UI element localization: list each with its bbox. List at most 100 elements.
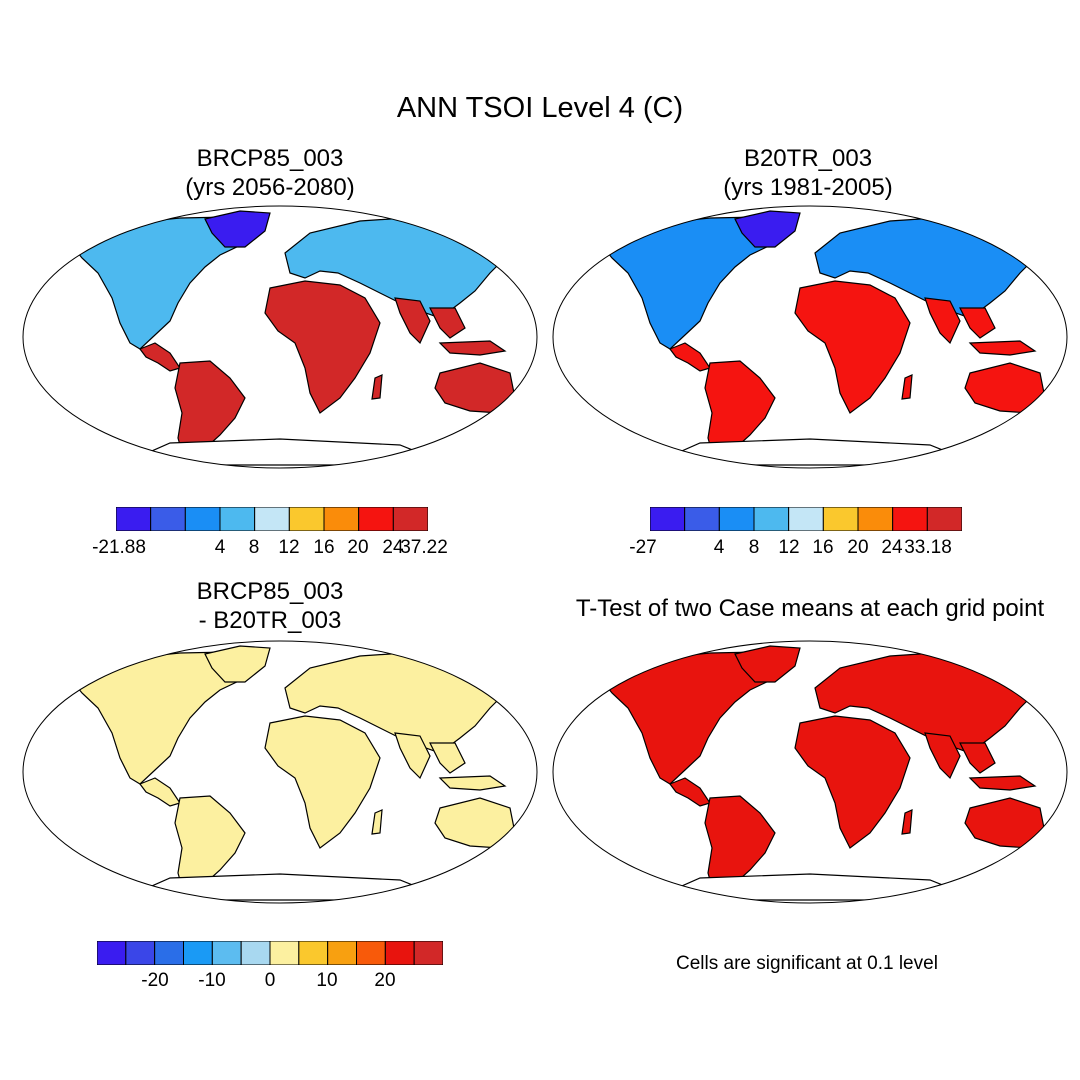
panel-ttest-title: T-Test of two Case means at each grid po… [575,595,1045,622]
landmass-madagascar [371,809,383,835]
landmass-africa [264,715,381,849]
colorbar-control-label: -27 [629,537,657,558]
landmass-madagascar [901,374,913,400]
colorbar-control-label: 20 [847,537,869,558]
map-boundary [22,205,538,469]
landmass-seasia [429,307,466,339]
map-control [552,205,1068,469]
landmass-australia [434,362,516,414]
colorbar-case-label: 4 [214,537,226,558]
panel-control-title-line1: B20TR_003 [743,145,873,172]
map-ttest [552,640,1068,904]
landmass-antarctica [119,873,451,901]
colorbar-swatch [240,940,271,966]
colorbar-control [649,506,963,532]
landmass-africa [264,280,381,414]
colorbar-swatch [219,506,256,532]
colorbar-difference-label: -10 [198,970,226,991]
landmass-namerica [69,651,256,785]
colorbar-difference [96,940,444,966]
colorbar-swatch [323,506,360,532]
colorbar-swatch [154,940,185,966]
landmass-africa [794,280,911,414]
colorbar-swatch [298,940,329,966]
panel-difference-title-line2: - B20TR_003 [198,607,342,634]
landmass-indonesia [438,340,507,356]
figure-title: ANN TSOI Level 4 (C) [396,92,684,124]
map-boundary [22,640,538,904]
panel-difference-title-line1: BRCP85_003 [196,578,344,605]
colorbar-swatch [150,506,186,532]
colorbar-difference-label: 0 [264,970,276,991]
landmass-india [924,297,961,345]
colorbar-swatch [753,506,790,532]
colorbar-swatch [788,506,824,532]
landmass-seasia [429,742,466,774]
colorbar-case-label: 37.22 [400,537,448,558]
colorbar-swatch [392,506,429,532]
colorbar-swatch [269,940,300,966]
colorbar-swatch [96,940,127,966]
colorbar-case-label: 12 [278,537,300,558]
panel-control-title: B20TR_003 (yrs 1981-2005) [658,144,958,202]
colorbar-control-label: 8 [748,537,760,558]
colorbar-swatch [684,506,720,532]
landmass-centralam [139,342,181,372]
colorbar-swatch [125,940,156,966]
landmass-namerica [69,216,256,350]
colorbar-case-label: 20 [347,537,369,558]
colorbar-swatch [254,506,290,532]
landmass-greenland [204,645,271,683]
colorbar-swatch [384,940,415,966]
landmass-antarctica [649,873,981,901]
landmass-indonesia [968,340,1037,356]
landmass-antarctica [119,438,451,466]
landmass-antarctica [649,438,981,466]
landmass-centralam [669,342,711,372]
colorbar-swatch [718,506,755,532]
panel-difference-title: BRCP85_003 - B20TR_003 [120,577,420,635]
landmass-greenland [734,645,801,683]
colorbar-control-label: 24 [881,537,903,558]
landmass-india [924,732,961,780]
colorbar-control-label: 16 [812,537,834,558]
map-boundary [552,640,1068,904]
colorbar-swatch [356,940,386,966]
colorbar-control-label: 33.18 [904,537,952,558]
panel-case-title-line2: (yrs 2056-2080) [185,174,355,201]
colorbar-case-label: 8 [248,537,260,558]
landmass-indonesia [438,775,507,791]
landmass-australia [964,362,1046,414]
landmass-australia [964,797,1046,849]
colorbar-difference-label: 20 [374,970,396,991]
landmass-africa [794,715,911,849]
panel-case-title-line1: BRCP85_003 [196,145,344,172]
colorbar-swatch [892,506,928,532]
map-case [22,205,538,469]
colorbar-swatch [184,506,221,532]
landmass-madagascar [371,374,383,400]
landmass-india [394,732,431,780]
landmass-centralam [669,777,711,807]
colorbar-swatch [183,940,213,966]
landmass-indonesia [968,775,1037,791]
colorbar-swatch [413,940,444,966]
colorbar-case-label: 16 [313,537,335,558]
colorbar-case-label: -21.88 [92,537,146,558]
colorbar-control-label: 12 [778,537,800,558]
colorbar-swatch [358,506,394,532]
panel-control-title-line2: (yrs 1981-2005) [723,174,893,201]
colorbar-swatch [857,506,894,532]
panel-case-title: BRCP85_003 (yrs 2056-2080) [120,144,420,202]
landmass-greenland [204,210,271,248]
landmass-greenland [734,210,801,248]
significance-note: Cells are significant at 0.1 level [676,953,938,974]
landmass-seasia [959,307,996,339]
colorbar-case-label: 24 [382,537,404,558]
landmass-australia [434,797,516,849]
map-boundary [552,205,1068,469]
map-difference [22,640,538,904]
landmass-seasia [959,742,996,774]
colorbar-swatch [211,940,242,966]
colorbar-swatch [115,506,152,532]
